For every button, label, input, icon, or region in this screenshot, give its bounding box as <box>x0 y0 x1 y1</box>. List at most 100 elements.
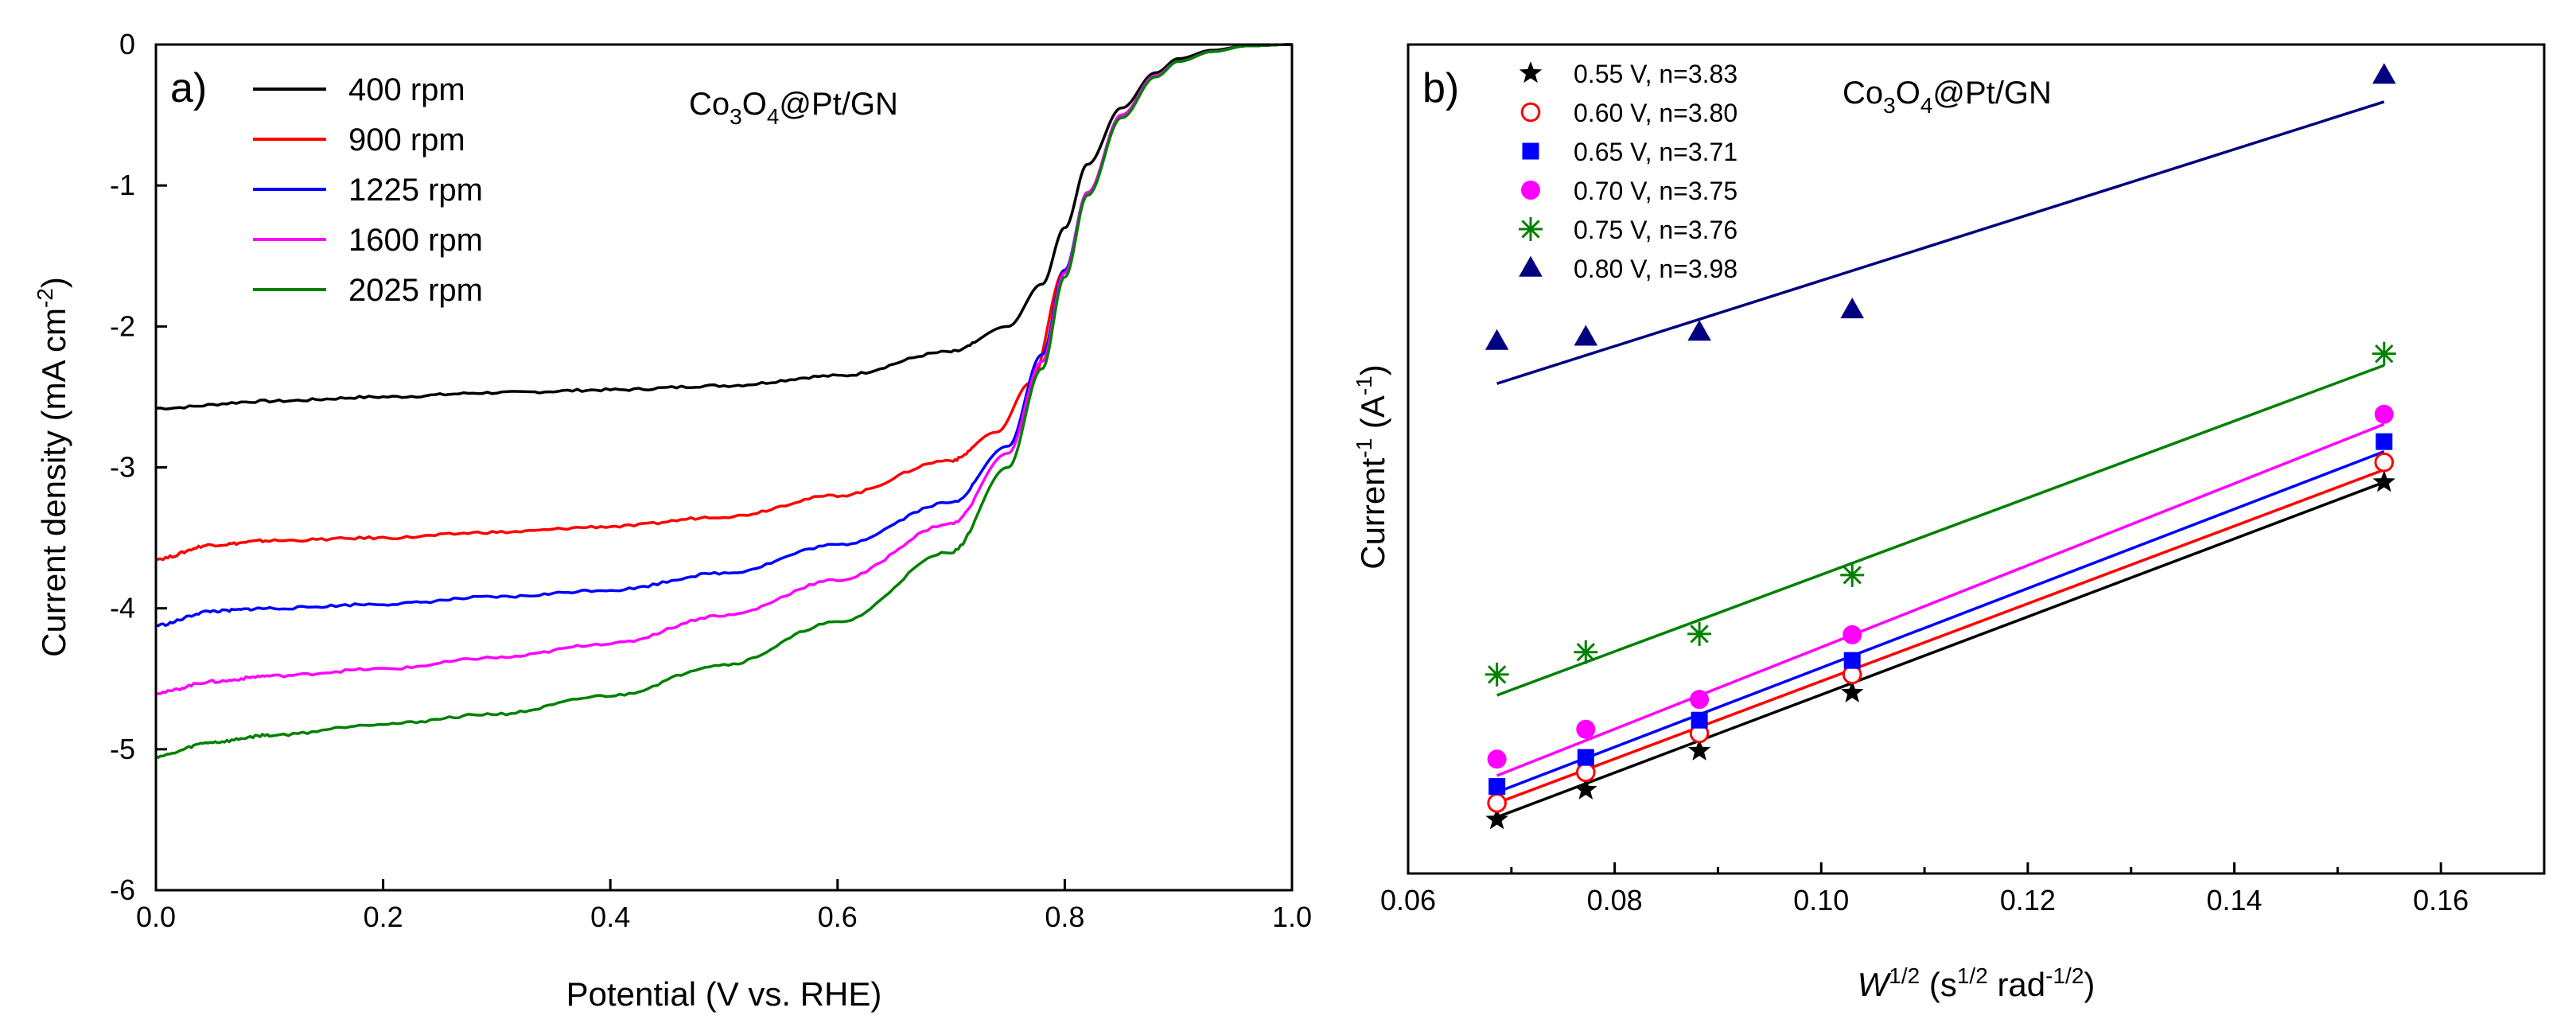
panel-a-legend-label: 1225 rpm <box>348 173 483 208</box>
panel-b-x-tick-label: 0.08 <box>1587 884 1643 916</box>
panel-b-data-point <box>1687 320 1711 341</box>
panel-b-fit-line <box>1496 100 2385 385</box>
panel-a-series-line <box>155 43 1292 760</box>
panel-b-fit-line <box>1496 449 2385 794</box>
panel-b-legend-label: 0.70 V, n=3.75 <box>1574 177 1737 205</box>
panel-a-x-axis-label: Potential (V vs. RHE) <box>566 975 882 1013</box>
panel-b-data-point <box>1843 652 1861 669</box>
panel-a-y-axis-label: Current density (mA cm-2) <box>33 277 72 657</box>
panel-a-y-tick-label: -6 <box>110 873 135 906</box>
panel-b-data-point <box>2374 452 2395 473</box>
panel-b-frame <box>1407 43 2546 875</box>
panel-a-y-tick-label: -3 <box>110 451 135 484</box>
panel-b-x-tick-label: 0.12 <box>2000 884 2056 916</box>
asterisk-stroke <box>1576 643 1595 662</box>
asterisk-stroke <box>1521 220 1540 239</box>
panel-b-data-point <box>1840 562 1865 587</box>
panel-b-legend-marker <box>1520 102 1541 123</box>
panel-b-legend-marker <box>1519 255 1543 277</box>
panel-b-data-point <box>1574 640 1598 664</box>
panel-b-data-point <box>1485 807 1508 830</box>
panel-b-data-point <box>1575 762 1596 783</box>
panel-a: 0.0 0.2 0.4 0.6 0.8 1.0 0 -1 -2 -3 -4 -5 -6 a) 400 … <box>33 28 1312 1013</box>
panel-a-series-line <box>155 43 1292 696</box>
panel-a-y-tick-label: -5 <box>110 733 135 765</box>
panel-b-legend-marker <box>1522 142 1539 160</box>
panel-a-legend: 400 rpm 900 rpm 1225 rpm 1600 rpm 2025 rpm <box>253 72 483 308</box>
panel-b-data-point <box>1843 624 1862 644</box>
panel-b-fit-line <box>1496 468 2385 805</box>
panel-b-data-point <box>1487 749 1507 769</box>
panel-b-fit-lines <box>1496 100 2385 819</box>
panel-b-x-axis-label: W1/2 (s1/2 rad-1/2) <box>1858 963 2095 1003</box>
panel-a-legend-label: 2025 rpm <box>348 273 483 308</box>
panel-a-y-tick-label: -1 <box>110 169 135 201</box>
panel-a-x-ticks: 0.0 0.2 0.4 0.6 0.8 1.0 <box>136 879 1312 933</box>
panel-a-x-tick-label: 1.0 <box>1272 901 1312 933</box>
panel-a-series-line <box>155 43 1292 562</box>
panel-b-data-point <box>1485 662 1509 687</box>
panel-b-legend: 0.55 V, n=3.83 0.60 V, n=3.80 0.65 V, n=3.… <box>1519 60 1737 283</box>
panel-b-data-point <box>2376 433 2393 450</box>
panel-b-x-tick-label: 0.14 <box>2207 884 2263 916</box>
panel-b-legend-marker <box>1519 217 1543 241</box>
panel-b-data-point <box>1691 711 1708 729</box>
panel-b-x-tick-label: 0.10 <box>1793 884 1849 916</box>
panel-b-fit-line <box>1496 422 2385 777</box>
panel-b-data-point <box>2372 63 2396 84</box>
panel-a-series-line <box>155 43 1292 628</box>
panel-b-data-point <box>1574 325 1598 346</box>
panel-b-legend-label: 0.75 V, n=3.76 <box>1574 216 1737 244</box>
panel-a-legend-label: 1600 rpm <box>348 223 483 258</box>
panel-b-label: b) <box>1422 65 1459 111</box>
panel-a-y-ticks: 0 -1 -2 -3 -4 -5 -6 <box>110 28 167 906</box>
panel-a-legend-label: 400 rpm <box>348 72 465 107</box>
panel-b-data-point <box>1687 621 1712 646</box>
panel-a-x-tick-label: 0.4 <box>590 901 630 933</box>
panel-a-series-line <box>155 43 1292 410</box>
panel-b-data-point <box>1840 298 1864 319</box>
panel-b-data-point <box>1574 777 1597 800</box>
panel-b-fit-line <box>1496 364 2385 697</box>
panel-b: 0.06 0.08 0.10 0.12 0.14 0.16 b) 0.55 V, n=3.… <box>1352 43 2546 1003</box>
panel-b-data-point <box>1488 778 1506 796</box>
asterisk-stroke <box>1487 665 1507 684</box>
panel-b-data-point <box>1690 690 1710 710</box>
panel-a-y-tick-label: -2 <box>110 309 135 342</box>
panel-a-frame <box>154 43 1294 892</box>
panel-a-series-group <box>155 43 1292 760</box>
panel-b-data-point <box>1485 329 1509 350</box>
panel-a-legend-label: 900 rpm <box>348 123 465 158</box>
panel-b-legend-marker <box>1521 181 1540 200</box>
panel-b-legend-marker <box>1519 61 1543 84</box>
asterisk-stroke <box>2375 344 2394 364</box>
panel-b-y-axis-label: Current-1 (A-1) <box>1352 364 1391 570</box>
panel-a-x-tick-label: 0.0 <box>136 901 176 933</box>
panel-a-x-tick-label: 0.6 <box>818 901 858 933</box>
panel-a-label: a) <box>170 65 207 111</box>
panel-b-data-point <box>2374 404 2394 424</box>
panel-a-y-tick-label: 0 <box>119 28 135 60</box>
panel-b-x-tick-label: 0.16 <box>2413 884 2469 916</box>
panel-b-data-point <box>1841 680 1864 702</box>
panel-b-legend-label: 0.60 V, n=3.80 <box>1574 99 1737 127</box>
panel-b-legend-label: 0.80 V, n=3.98 <box>1574 255 1737 283</box>
panel-a-x-tick-label: 0.2 <box>364 901 403 933</box>
panel-b-x-ticks: 0.06 0.08 0.10 0.12 0.14 0.16 <box>1380 862 2469 916</box>
asterisk-stroke <box>1843 566 1862 585</box>
panel-b-legend-label: 0.55 V, n=3.83 <box>1574 60 1737 88</box>
panel-b-annotation: Co3O4@Pt/GN <box>1843 76 2052 118</box>
asterisk-stroke <box>1690 624 1709 644</box>
panel-b-data-point <box>2372 470 2395 492</box>
panel-b-data-point <box>1577 749 1594 766</box>
panel-b-points <box>1485 63 2396 830</box>
panel-b-fit-line <box>1496 480 2385 819</box>
panel-b-data-point <box>1576 719 1596 739</box>
panel-b-x-tick-label: 0.06 <box>1380 884 1436 916</box>
panel-b-data-point <box>1487 793 1507 813</box>
panel-a-x-tick-label: 0.8 <box>1045 901 1084 933</box>
panel-a-y-tick-label: -4 <box>110 592 135 624</box>
panel-a-annotation: Co3O4@Pt/GN <box>689 87 898 129</box>
panel-b-data-point <box>1687 738 1711 761</box>
